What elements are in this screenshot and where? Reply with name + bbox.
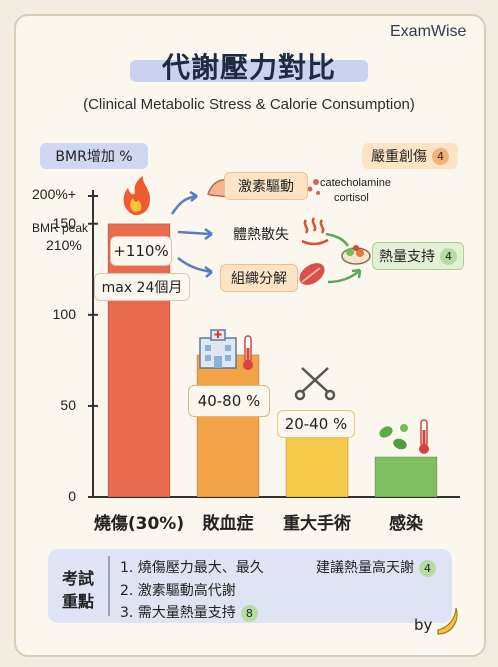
hospital-icon <box>199 329 237 369</box>
y-tick-label-50: 50 <box>60 396 76 413</box>
sepsis-percent-label: 40-80 % <box>188 385 270 417</box>
arrow-to-tissue <box>177 257 213 274</box>
surgery-percent-label: 20-40 % <box>277 410 355 438</box>
exam-suggestion: 建議熱量高天謝 4 <box>316 557 436 577</box>
y-tick-label-100: 100 <box>52 305 76 322</box>
peak-note-line2: 210% <box>46 237 82 253</box>
molecule-icon <box>313 179 319 185</box>
hormone-catecholamine: catecholamine <box>320 177 391 189</box>
reference-badge: 4 <box>440 247 457 265</box>
hormone-cortisol: cortisol <box>334 192 369 204</box>
bacteria-icon <box>379 424 408 450</box>
reference-badge: 4 <box>419 560 436 577</box>
exam-heading-line2: 重點 <box>62 592 95 611</box>
arrow-tissue-to-support <box>327 269 361 284</box>
brand-logo: ExamWise <box>390 23 467 40</box>
thermometer-icon <box>243 335 253 370</box>
food-plate-icon <box>341 245 371 265</box>
arrow-heat-to-support <box>325 232 350 247</box>
muscle-tissue-icon <box>299 263 325 285</box>
divider <box>108 556 110 616</box>
banana-icon <box>437 607 458 635</box>
x-tick-label-1: 燒傷(30%) <box>93 514 185 534</box>
exam-heading-line1: 考試 <box>62 569 95 588</box>
y-tick-label-0: 0 <box>68 488 76 504</box>
flame-icon <box>123 176 150 216</box>
scissors-icon <box>294 367 336 401</box>
x-tick-label-2: 敗血症 <box>202 514 254 534</box>
exam-point-1: 1. 燒傷壓力最大、最久 <box>120 560 264 576</box>
page-subtitle: (Clinical Metabolic Stress & Calorie Con… <box>83 96 415 113</box>
title-highlight <box>130 60 368 82</box>
bar-3 <box>285 432 349 498</box>
severe-trauma-tag: 嚴重創傷 4 <box>362 143 458 169</box>
exam-point-2: 2. 激素驅動高代謝 <box>120 583 236 599</box>
bar-2 <box>196 354 260 498</box>
burn-percent-label: +110% <box>110 236 172 266</box>
bar-4 <box>374 456 438 498</box>
heat-waves-icon <box>299 217 329 246</box>
peak-note-line1: BMR peak <box>32 221 89 235</box>
x-tick-label-3: 重大手術 <box>283 514 351 534</box>
mechanism-heat-loss: 體熱散失 <box>220 220 302 248</box>
y-tick-label-150: 150 <box>52 214 76 231</box>
reference-badge: 8 <box>240 605 258 622</box>
reference-badge: 4 <box>432 147 449 165</box>
signature-by: by <box>414 616 433 634</box>
page-title: 代謝壓力對比 <box>161 51 336 84</box>
arrow-to-heat <box>177 230 211 236</box>
thermometer-icon-2 <box>419 419 429 454</box>
exam-point-3: 3. 需大量熱量支持 8 <box>120 602 258 622</box>
arrow-to-hormone <box>170 194 198 215</box>
burn-duration-label: max 24個月 <box>94 273 190 301</box>
mechanism-tissue-breakdown: 組織分解 <box>220 264 298 292</box>
y-tick-top: 200%+ <box>32 186 76 202</box>
calorie-support-tag: 熱量支持 4 <box>372 242 464 270</box>
mechanism-hormone: 激素驅動 <box>224 172 308 200</box>
x-tick-label-4: 感染 <box>389 514 423 534</box>
y-axis-label: BMR增加 % <box>40 143 148 169</box>
bar-1 <box>107 223 171 498</box>
